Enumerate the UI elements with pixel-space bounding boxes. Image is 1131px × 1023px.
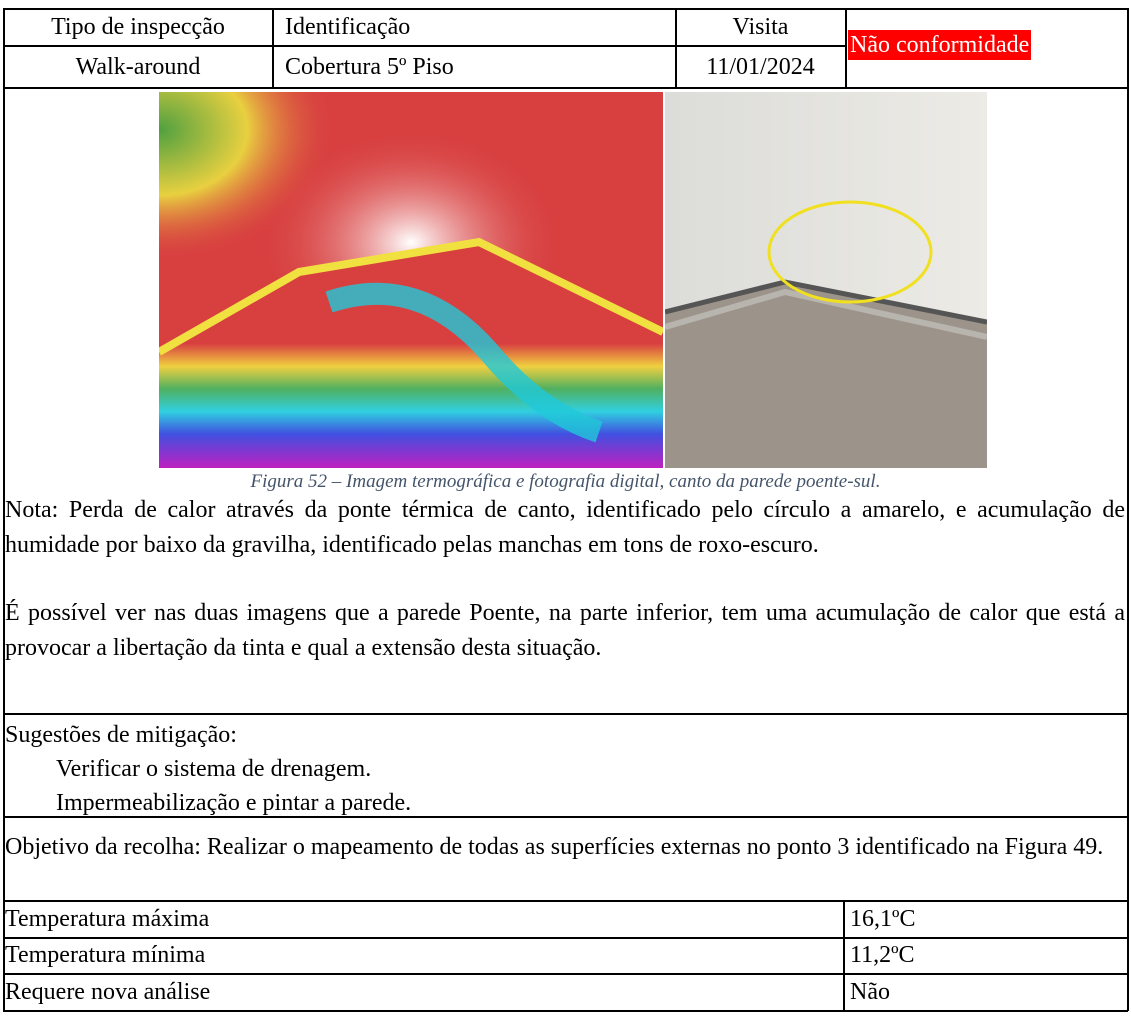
header-label: Tipo de inspecção (51, 14, 225, 40)
mitigation-title: Sugestões de mitigação: (5, 722, 237, 748)
measure-label: Temperatura máxima (5, 906, 210, 932)
header-value: Walk-around (75, 54, 201, 80)
floor (665, 282, 987, 468)
thermal-image (159, 92, 663, 468)
measure-value: 16,1ºC (850, 906, 916, 932)
measure-value: Não (850, 979, 890, 1005)
measure-label: Requere nova análise (5, 979, 211, 1005)
objective: Objetivo da recolha: Realizar o mapeamen… (5, 834, 1104, 860)
border (843, 900, 845, 1011)
border (1127, 8, 1129, 1011)
border (845, 8, 847, 88)
border (3, 45, 845, 47)
border (3, 713, 1128, 715)
mitigation-item: Impermeabilização e pintar a parede. (56, 790, 412, 816)
photo (665, 92, 987, 468)
border (3, 900, 1128, 902)
thermal-edge (159, 237, 663, 356)
border (3, 8, 1128, 10)
status-badge: Não conformidade (848, 30, 1032, 60)
highlight-circle (767, 200, 933, 304)
border (3, 816, 1128, 818)
header-value: 11/01/2024 (706, 54, 815, 80)
border (3, 937, 1128, 939)
figure-caption: Figura 52 – Imagem termográfica e fotogr… (250, 471, 881, 492)
border (3, 8, 5, 1011)
header-label: Visita (732, 14, 789, 40)
thermal-band (325, 282, 603, 443)
mitigation-item: Verificar o sistema de drenagem. (56, 756, 372, 782)
border (272, 8, 274, 88)
header-label: Identificação (285, 14, 411, 40)
border (3, 973, 1128, 975)
border (3, 1010, 1128, 1012)
note-paragraph: Nota: Perda de calor através da ponte té… (5, 497, 1125, 558)
note-paragraph: É possível ver nas duas imagens que a pa… (5, 600, 1125, 661)
edge (665, 288, 987, 340)
measure-value: 11,2ºC (850, 942, 915, 968)
header-value: Cobertura 5º Piso (285, 54, 454, 80)
measure-label: Temperatura mínima (5, 942, 206, 968)
border (675, 8, 677, 88)
border (3, 87, 1128, 89)
